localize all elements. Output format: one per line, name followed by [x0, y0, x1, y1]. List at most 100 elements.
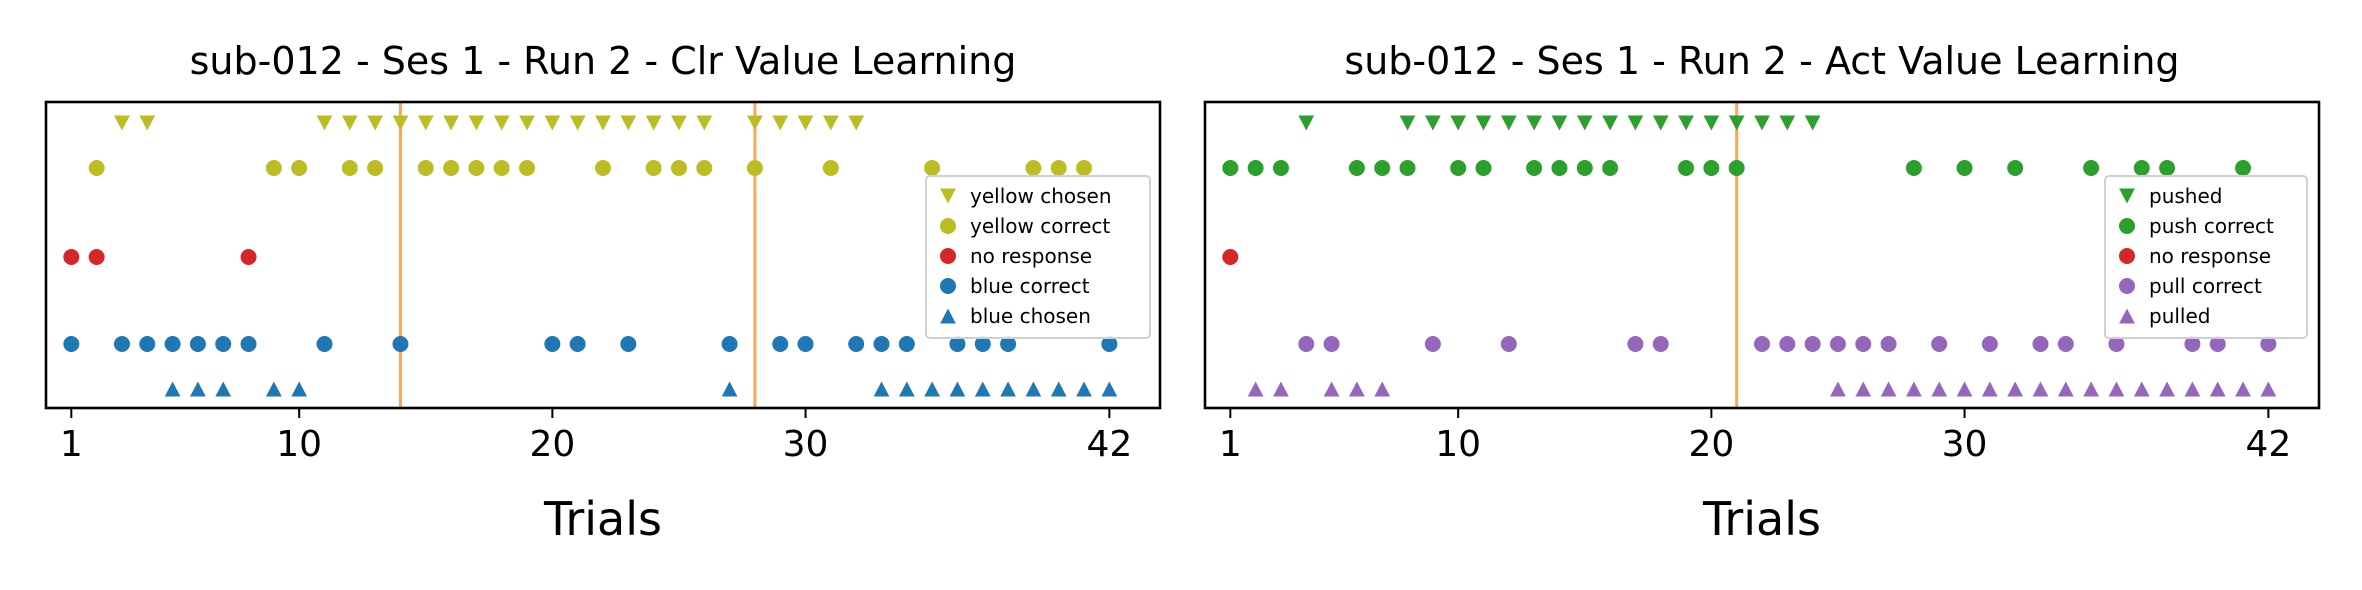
data-point — [519, 160, 536, 176]
legend-box — [925, 175, 1151, 339]
series-no-response — [1222, 249, 1239, 265]
x-tick-label: 20 — [529, 424, 575, 465]
data-point — [2083, 381, 2100, 397]
data-point — [747, 115, 763, 131]
data-point — [2057, 381, 2074, 397]
data-point — [1025, 160, 1042, 176]
data-point — [772, 115, 789, 131]
data-point — [2159, 160, 2176, 176]
data-point — [1678, 160, 1695, 176]
legend-marker — [940, 278, 956, 294]
data-point — [2083, 160, 2100, 176]
data-point — [2032, 336, 2049, 352]
data-point — [1399, 160, 1416, 176]
data-point — [924, 381, 941, 397]
data-point — [620, 336, 637, 352]
data-point — [569, 115, 586, 131]
data-point — [1602, 160, 1619, 176]
series-no-response — [63, 249, 257, 265]
data-point — [2184, 381, 2201, 397]
data-point — [1931, 381, 1948, 397]
data-point — [1855, 381, 1872, 397]
data-point — [1424, 115, 1441, 131]
data-point — [1627, 115, 1644, 131]
legend-marker — [2119, 218, 2135, 234]
data-point — [190, 381, 206, 397]
data-point — [797, 336, 814, 352]
data-point — [1602, 115, 1618, 131]
data-point — [1247, 160, 1264, 176]
data-point — [898, 381, 915, 397]
data-point — [215, 381, 232, 397]
data-point — [1050, 160, 1067, 176]
data-point — [822, 115, 839, 131]
x-tick-label: 42 — [1086, 424, 1132, 465]
data-point — [1222, 160, 1239, 176]
legend-marker — [940, 308, 956, 324]
data-point — [1981, 381, 1998, 397]
legend-marker — [940, 248, 956, 264]
data-point — [1475, 160, 1492, 176]
data-point — [164, 336, 181, 352]
data-point — [1652, 115, 1669, 131]
data-point — [1956, 381, 1973, 397]
data-point — [671, 115, 687, 131]
data-point — [1829, 336, 1846, 352]
panel-clr-value-learning: sub-012 - Ses 1 - Run 2 - Clr Value Lear… — [44, 39, 1162, 546]
x-tick-label: 42 — [2245, 424, 2291, 465]
data-point — [1956, 160, 1973, 176]
legend-marker — [2119, 308, 2135, 324]
data-point — [1500, 336, 1517, 352]
x-axis-label-right: Trials — [1702, 492, 1821, 546]
plot-left: 1 10 20 30 42 — [60, 102, 1132, 465]
data-point — [1374, 160, 1391, 176]
legend-label: pull correct — [2149, 274, 2262, 298]
data-point — [1349, 381, 1365, 397]
data-point — [88, 160, 105, 176]
data-point — [443, 115, 459, 131]
legend-label: pushed — [2149, 184, 2222, 208]
data-point — [265, 381, 282, 397]
series-push-correct — [1222, 160, 2252, 176]
axes-frame-right — [1203, 100, 2321, 410]
legend-marker — [940, 188, 956, 204]
data-point — [1272, 160, 1289, 176]
data-point — [1399, 115, 1416, 131]
data-point — [2159, 381, 2175, 397]
data-point — [1830, 381, 1846, 397]
data-point — [1551, 160, 1568, 176]
series-pulled — [1247, 381, 2277, 397]
data-point — [1101, 336, 1118, 352]
data-point — [1576, 115, 1593, 131]
data-point — [1779, 336, 1796, 352]
chart-title-right: sub-012 - Ses 1 - Run 2 - Act Value Lear… — [1344, 39, 2179, 83]
x-tick-label: 1 — [1219, 424, 1242, 465]
data-point — [468, 160, 485, 176]
data-point — [1348, 160, 1365, 176]
data-point — [2057, 336, 2074, 352]
data-point — [2260, 336, 2277, 352]
series-yellow-chosen — [114, 115, 865, 131]
data-point — [924, 160, 941, 176]
data-point — [1025, 381, 1042, 397]
data-point — [2184, 336, 2201, 352]
data-point — [367, 160, 384, 176]
data-point — [1754, 115, 1770, 131]
data-point — [316, 115, 333, 131]
legend-marker — [2119, 278, 2135, 294]
x-axis-label-left: Trials — [543, 492, 662, 546]
data-point — [164, 381, 181, 397]
data-point — [1652, 336, 1669, 352]
data-point — [1050, 381, 1067, 397]
data-point — [417, 160, 434, 176]
data-point — [1728, 115, 1745, 131]
data-point — [721, 336, 738, 352]
data-point — [873, 381, 890, 397]
panel-act-value-learning: sub-012 - Ses 1 - Run 2 - Act Value Lear… — [1203, 39, 2321, 546]
data-point — [1804, 115, 1821, 131]
x-tick-label: 30 — [1942, 424, 1988, 465]
data-point — [443, 160, 460, 176]
data-point — [1526, 160, 1543, 176]
data-point — [88, 249, 105, 265]
